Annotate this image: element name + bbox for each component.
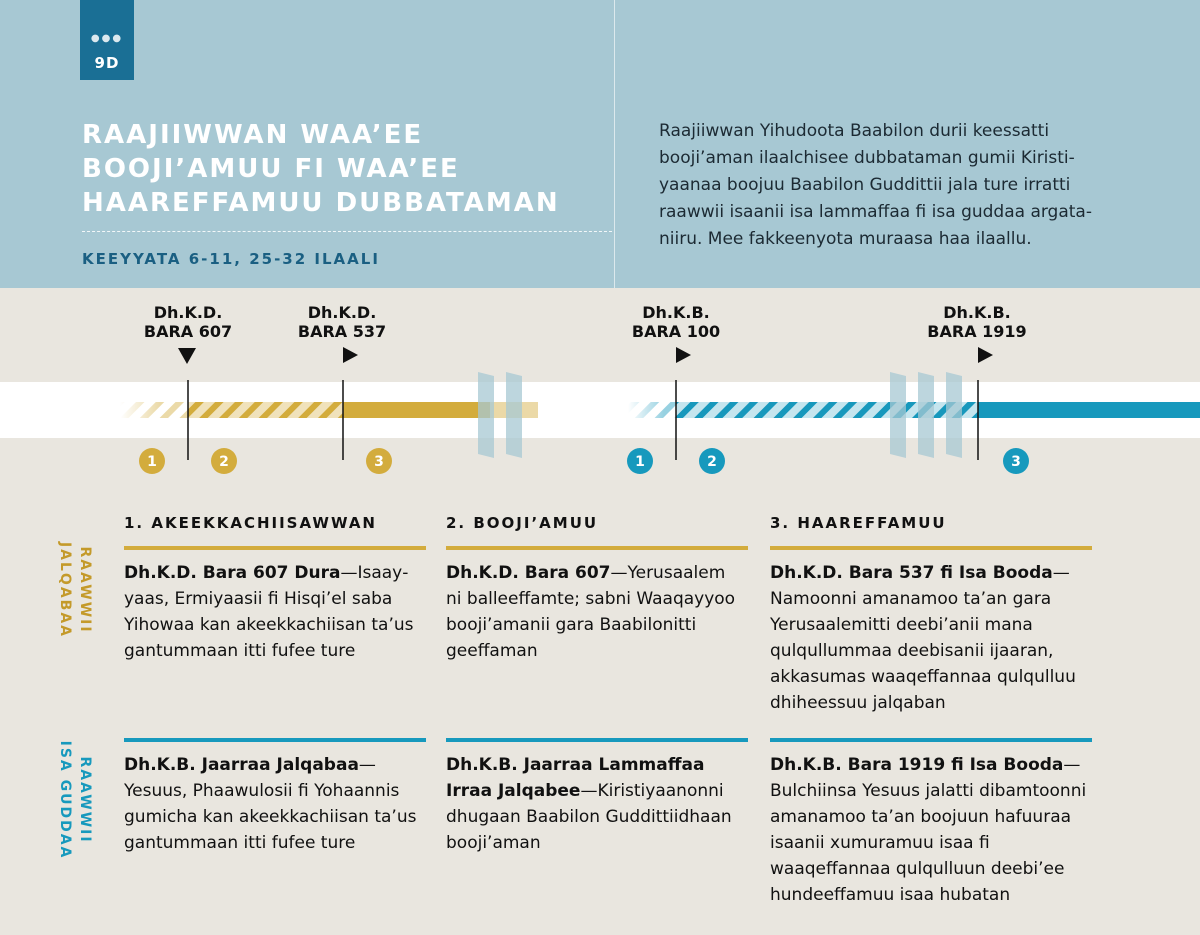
marker-era: Dh.K.D. (307, 303, 377, 322)
row-label-line: RAAWWII (77, 756, 93, 844)
marker-era: Dh.K.D. (153, 303, 223, 322)
badge-number: 3 (1011, 454, 1021, 470)
row-rule-blue (124, 738, 426, 742)
page-subtitle: KEEYYATA 6-11, 25-32 ILAALI (82, 250, 380, 268)
cell-heading: Dh.K.B. Jaarraa Lammaffaa Irraa Jalqabee (446, 755, 705, 801)
cell-first-warnings: Dh.K.D. Bara 607 Dura—Isaay­yaas, Ermiya… (124, 560, 424, 664)
row-label-first: RAAWWII JALQABAA (55, 525, 95, 655)
page-title: RAAJIIWWAN WAA’EE BOOJI’AMUU FI WAA’EE H… (82, 120, 560, 218)
cell-text: —Namoonni amanamoo ta’an gara Yerusaalem… (770, 563, 1076, 713)
cell-heading: Dh.K.B. Bara 1919 fi Isa Booda (770, 755, 1064, 775)
badge-number: 2 (219, 454, 229, 470)
cell-second-restoration: Dh.K.B. Bara 1919 fi Isa Booda—Bulchiins… (770, 752, 1090, 908)
cell-first-captivity: Dh.K.D. Bara 607—Yerusaalem ni balleeffa… (446, 560, 746, 664)
marker-label-1919ce: Dh.K.B. BARA 1919 (907, 303, 1047, 341)
badge-blue-2: 2 (699, 448, 725, 474)
badge-gold-3: 3 (366, 448, 392, 474)
row-label-second: RAAWWII ISA GUDDAA (55, 735, 95, 865)
time-break (946, 372, 962, 458)
marker-year: BARA 1919 (927, 322, 1027, 341)
row-label-line: RAAWWII (77, 546, 93, 634)
time-break (890, 372, 906, 458)
time-break (506, 372, 522, 458)
cell-second-warnings: Dh.K.B. Jaarraa Jalqabaa—Yesuus, Phaawul… (124, 752, 424, 856)
timeline-graphic: 1 2 3 1 2 3 (0, 347, 1200, 474)
marker-year: BARA 537 (297, 322, 387, 341)
marker-label-100ce: Dh.K.B. BARA 100 (606, 303, 746, 341)
arrow-right-icon (978, 347, 993, 363)
dots-icon: ●●● (90, 33, 124, 44)
row-label-line: ISA GUDDAA (57, 740, 73, 860)
cell-text: —Bulchiinsa Yesuus jalatti dibam­toonni … (770, 755, 1087, 905)
cell-heading: Dh.K.D. Bara 537 fi Isa Booda (770, 563, 1053, 583)
column-heading-warnings: 1. AKEEKKACHIISAWWAN (124, 514, 377, 532)
badge-gold-1: 1 (139, 448, 165, 474)
badge-number: 3 (374, 454, 384, 470)
gold-hatch-segment (188, 402, 343, 418)
marker-year: BARA 607 (143, 322, 233, 341)
badge-number: 2 (707, 454, 717, 470)
cell-text: —Kiristiyaanonni dhugaan Baabilon Guddit… (446, 781, 732, 853)
badge-blue-3: 3 (1003, 448, 1029, 474)
marker-year: BARA 100 (631, 322, 721, 341)
time-break (918, 372, 934, 458)
marker-label-537bce: Dh.K.D. BARA 537 (272, 303, 412, 341)
cell-heading: Dh.K.B. Jaarraa Jalqabaa (124, 755, 359, 775)
arrow-down-icon (178, 348, 196, 364)
row-rule-blue (446, 738, 748, 742)
section-tab: ●●● 9D (80, 0, 134, 80)
cell-text: —Yerusaalem ni balleeffamte; sabni Waaqa… (446, 563, 736, 661)
blue-fade-in (628, 402, 664, 418)
badge-number: 1 (635, 454, 645, 470)
intro-text: Raajiiwwan Yihudoota Baabilon durii kees… (659, 121, 1092, 249)
blue-solid-segment (978, 402, 1200, 418)
row-rule-gold (446, 546, 748, 550)
header-panel (0, 0, 1200, 288)
badge-blue-1: 1 (627, 448, 653, 474)
row-rule-gold (124, 546, 426, 550)
arrow-right-icon (676, 347, 691, 363)
cell-first-restoration: Dh.K.D. Bara 537 fi Isa Booda—Namoonni a… (770, 560, 1090, 716)
badge-gold-2: 2 (211, 448, 237, 474)
marker-era: Dh.K.B. (642, 303, 710, 322)
row-label-line: JALQABAA (57, 541, 73, 639)
badge-number: 1 (147, 454, 157, 470)
title-divider (82, 231, 612, 232)
cell-text: —Yesuus, Phaawulosii fi Yohaan­nis gumic… (124, 755, 417, 853)
marker-era: Dh.K.B. (943, 303, 1011, 322)
arrow-right-icon (343, 347, 358, 363)
cell-heading: Dh.K.D. Bara 607 Dura (124, 563, 341, 583)
time-break (478, 372, 494, 458)
cell-second-captivity: Dh.K.B. Jaarraa Lammaffaa Irraa Jalqabee… (446, 752, 746, 856)
column-heading-captivity: 2. BOOJI’AMUU (446, 514, 599, 532)
cell-heading: Dh.K.D. Bara 607 (446, 563, 611, 583)
cell-text: —Isaay­yaas, Ermiyaasii fi Hisqi’el saba… (124, 563, 414, 661)
gold-hatch-tint (188, 402, 343, 418)
row-rule-gold (770, 546, 1092, 550)
row-rule-blue (770, 738, 1092, 742)
tab-number: 9D (94, 54, 120, 72)
column-heading-restoration: 3. HAAREFFAMUU (770, 514, 947, 532)
gold-fade-in (120, 402, 160, 418)
marker-label-607bce: Dh.K.D. BARA 607 (118, 303, 258, 341)
header-divider (614, 0, 615, 288)
